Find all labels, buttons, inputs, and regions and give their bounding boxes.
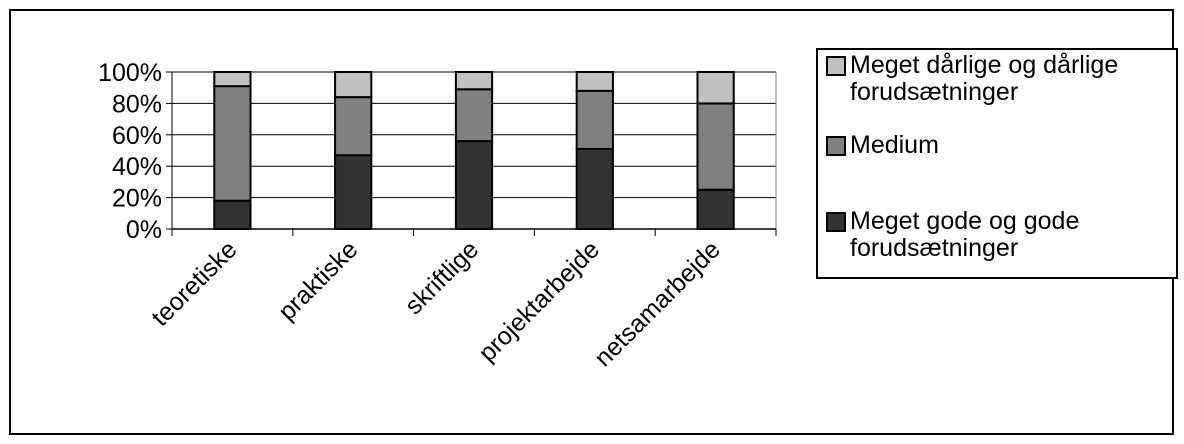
bar-segment bbox=[334, 71, 373, 99]
y-tick-label: 0% bbox=[126, 216, 162, 244]
bar-segment bbox=[696, 71, 735, 105]
bar-segment bbox=[696, 188, 735, 230]
legend-swatch-medium bbox=[826, 136, 846, 156]
bar-segment bbox=[696, 102, 735, 191]
y-tick-label: 80% bbox=[112, 90, 162, 118]
x-category-label: praktiske bbox=[273, 235, 364, 326]
bar-segment bbox=[334, 154, 373, 231]
bar-segment bbox=[575, 71, 614, 92]
legend-item-good: Meget gode og gode forudsætninger bbox=[826, 208, 1182, 262]
y-tick-label: 100% bbox=[98, 59, 162, 87]
bar-segment bbox=[454, 88, 494, 143]
bar-segment bbox=[454, 140, 494, 230]
legend-item-poor: Meget dårlige og dårlige forudsætninger bbox=[826, 52, 1182, 106]
x-category-label: teoretiske bbox=[146, 235, 242, 331]
legend-label-poor: Meget dårlige og dårlige forudsætninger bbox=[850, 51, 1119, 106]
x-category-label: netsamarbejde bbox=[589, 235, 726, 372]
y-tick-label: 20% bbox=[112, 185, 162, 213]
legend-label-medium: Medium bbox=[850, 131, 939, 159]
chart-legend: Meget dårlige og dårlige forudsætninger … bbox=[816, 48, 1178, 279]
y-tick-label: 40% bbox=[112, 153, 162, 181]
bar-segment bbox=[454, 71, 494, 91]
y-tick-label: 60% bbox=[112, 122, 162, 150]
legend-label-good: Meget gode og gode forudsætninger bbox=[850, 207, 1080, 262]
bar-segment bbox=[575, 89, 614, 150]
x-category-label: skriftlige bbox=[400, 235, 485, 320]
bar-segment bbox=[334, 96, 373, 157]
legend-swatch-good bbox=[826, 212, 846, 232]
legend-item-medium: Medium bbox=[826, 132, 1182, 159]
bar-segment bbox=[213, 85, 252, 202]
bar-segment bbox=[575, 147, 614, 230]
bar-segment bbox=[213, 71, 252, 88]
x-category-label: projektarbejde bbox=[473, 235, 605, 367]
bar-segment bbox=[213, 199, 252, 231]
legend-swatch-poor bbox=[826, 56, 846, 76]
